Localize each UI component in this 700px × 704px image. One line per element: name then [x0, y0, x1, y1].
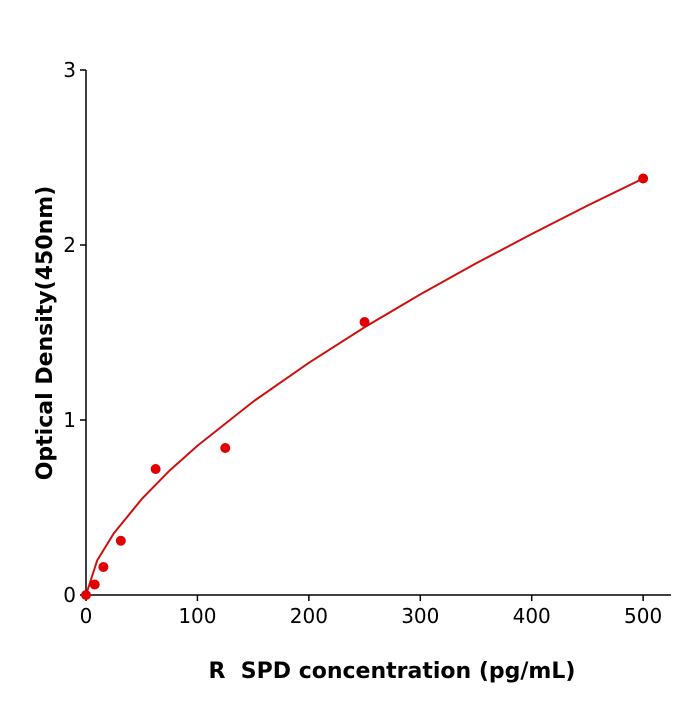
- x-tick-label: 500: [624, 604, 662, 628]
- data-point: [150, 464, 161, 474]
- data-point: [89, 579, 100, 590]
- x-tick-label: 300: [401, 604, 439, 628]
- data-point: [220, 443, 231, 453]
- y-tick-label: 3: [63, 58, 76, 82]
- data-point: [359, 317, 370, 327]
- fit-curve: [85, 177, 644, 596]
- x-tick-label: 100: [178, 604, 216, 628]
- x-tick-label: 400: [513, 604, 551, 628]
- data-point: [115, 535, 126, 546]
- data-point: [81, 590, 91, 600]
- x-tick-label: 0: [80, 604, 93, 628]
- y-tick-label: 2: [63, 233, 76, 257]
- y-tick-label: 0: [63, 583, 76, 607]
- y-axis-title: Optical Density(450nm): [33, 186, 58, 481]
- data-point: [98, 562, 109, 572]
- data-point: [638, 173, 649, 184]
- x-tick-label: 200: [290, 604, 328, 628]
- x-axis-title: R SPD concentration (pg/mL): [209, 659, 576, 684]
- y-tick-label: 1: [63, 408, 76, 432]
